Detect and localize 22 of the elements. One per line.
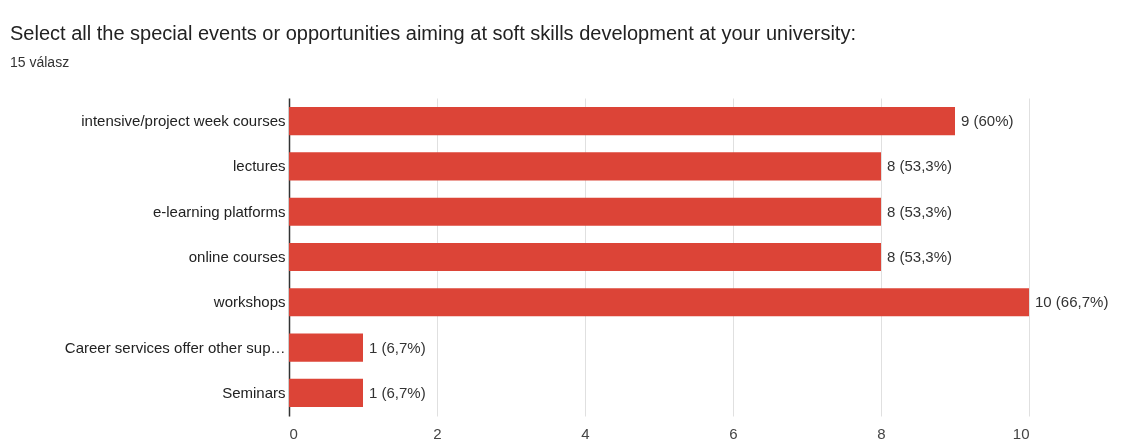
data-label: 8 (53,3%): [887, 248, 953, 265]
y-tick-label: Seminars: [222, 383, 286, 401]
x-tick-label: 0: [289, 424, 298, 442]
data-label: 8 (53,3%): [887, 202, 953, 220]
y-tick-label: workshops: [212, 293, 286, 311]
y-tick-label: lectures: [232, 157, 286, 175]
y-tick-label: e-learning platforms: [152, 202, 286, 220]
data-label: 10 (66,7%): [1035, 293, 1109, 311]
y-tick-label: Career services offer other sup…: [64, 338, 286, 356]
x-tick-label: 2: [433, 424, 442, 442]
data-label: 1 (6,7%): [369, 383, 426, 401]
text: 15 válasz: [10, 54, 70, 70]
data-label: 8 (53,3%): [887, 157, 953, 175]
y-tick-label: online courses: [188, 248, 286, 265]
x-tick-label: 10: [1012, 424, 1030, 442]
data-label: 1 (6,7%): [369, 338, 426, 356]
x-tick-label: 6: [729, 424, 738, 442]
x-tick-label: 8: [877, 424, 886, 442]
chart-title: Select all the special events or opportunities aiming at soft skills development at your university:: [10, 22, 856, 44]
data-label: 9 (60%): [961, 112, 1014, 130]
x-tick-label: 4: [581, 424, 590, 442]
y-tick-label: intensive/project week courses: [81, 112, 286, 130]
